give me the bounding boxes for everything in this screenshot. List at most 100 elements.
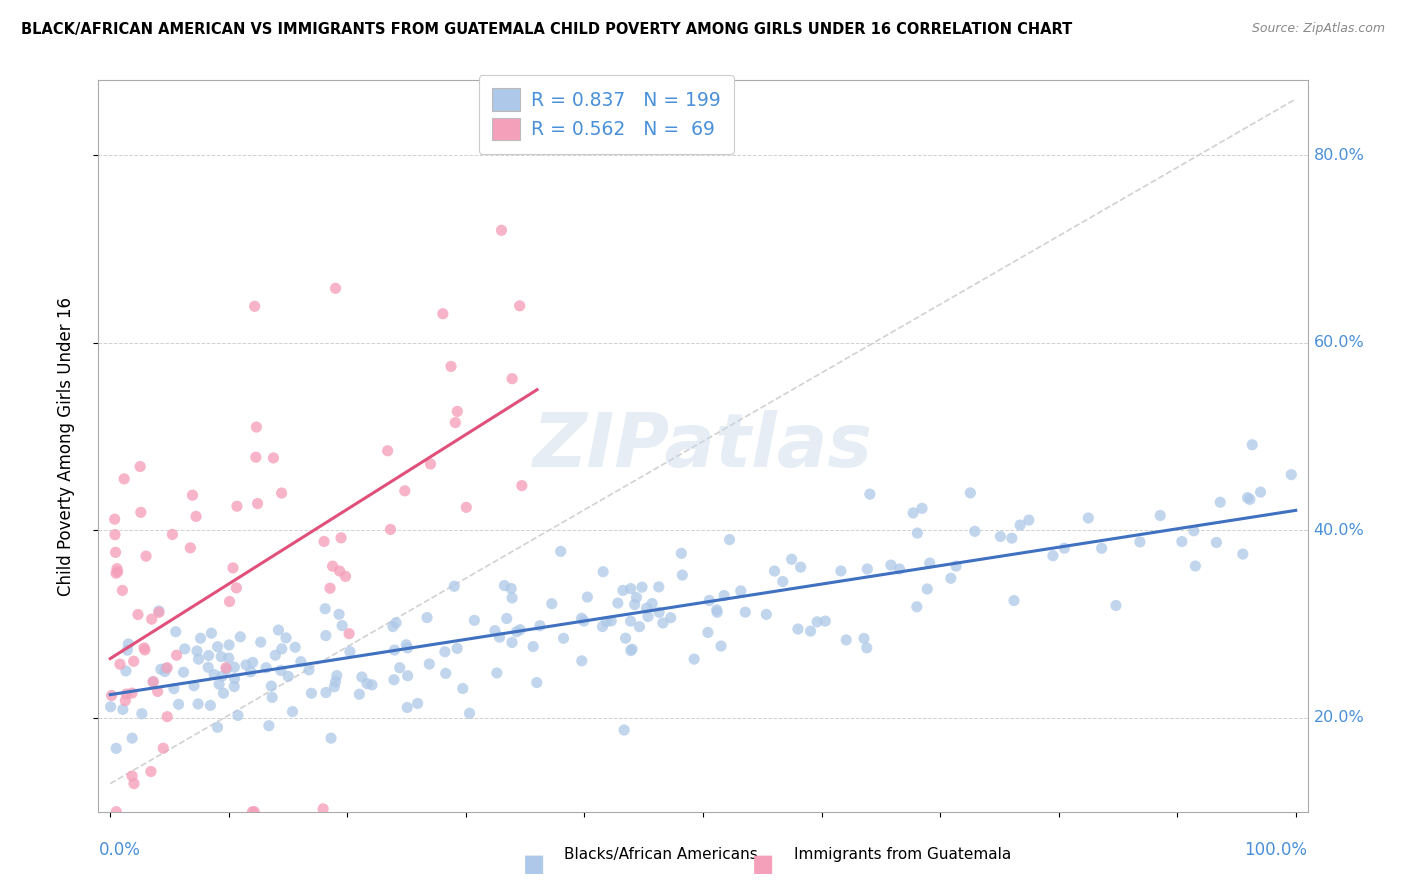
- Point: [127, 607, 149, 622]
- Point: [184, 509, 207, 524]
- Point: [262, 690, 284, 705]
- Point: [312, 823, 335, 838]
- Point: [337, 626, 360, 640]
- Point: [111, 583, 134, 598]
- Point: [299, 686, 322, 700]
- Point: [540, 597, 562, 611]
- Point: [572, 614, 595, 628]
- Point: [505, 624, 527, 639]
- Point: [105, 562, 128, 576]
- Point: [501, 635, 523, 649]
- Point: [181, 488, 204, 502]
- Point: [488, 630, 510, 644]
- Point: [772, 574, 794, 589]
- Point: [814, 614, 837, 628]
- Point: [270, 641, 292, 656]
- Point: [510, 478, 533, 492]
- Point: [945, 559, 967, 574]
- Point: [458, 706, 481, 721]
- Point: [218, 651, 240, 665]
- Point: [167, 698, 190, 712]
- Point: [361, 678, 384, 692]
- Point: [444, 416, 467, 430]
- Point: [166, 648, 188, 663]
- Point: [901, 506, 924, 520]
- Point: [328, 607, 350, 622]
- Point: [290, 655, 312, 669]
- Point: [202, 667, 225, 681]
- Point: [148, 605, 170, 619]
- Point: [787, 622, 810, 636]
- Point: [315, 629, 337, 643]
- Point: [485, 665, 508, 680]
- Point: [226, 708, 249, 723]
- Point: [1129, 535, 1152, 549]
- Point: [222, 561, 245, 575]
- Point: [121, 686, 143, 700]
- Point: [239, 665, 262, 679]
- Point: [501, 372, 523, 386]
- Point: [270, 664, 292, 678]
- Point: [257, 719, 280, 733]
- Point: [319, 581, 342, 595]
- Point: [463, 613, 485, 627]
- Point: [1241, 438, 1264, 452]
- Point: [117, 637, 139, 651]
- Point: [659, 611, 682, 625]
- Point: [224, 680, 246, 694]
- Point: [905, 526, 928, 541]
- Point: [152, 741, 174, 756]
- Point: [1010, 518, 1032, 533]
- Point: [396, 640, 419, 655]
- Point: [187, 652, 209, 666]
- Point: [159, 833, 181, 847]
- Point: [339, 645, 361, 659]
- Point: [209, 649, 232, 664]
- Point: [218, 638, 240, 652]
- Point: [623, 598, 645, 612]
- Y-axis label: Child Poverty Among Girls Under 16: Child Poverty Among Girls Under 16: [56, 296, 75, 596]
- Point: [443, 579, 465, 593]
- Point: [121, 731, 143, 746]
- Point: [323, 680, 346, 694]
- Point: [416, 610, 439, 624]
- Point: [595, 615, 617, 629]
- Text: 80.0%: 80.0%: [1313, 148, 1364, 163]
- Point: [377, 443, 399, 458]
- Point: [322, 559, 344, 574]
- Point: [156, 661, 179, 675]
- Point: [628, 620, 651, 634]
- Point: [262, 450, 284, 465]
- Point: [329, 564, 352, 578]
- Point: [591, 619, 613, 633]
- Point: [129, 505, 152, 519]
- Point: [706, 605, 728, 619]
- Point: [264, 648, 287, 663]
- Point: [1184, 559, 1206, 574]
- Point: [1232, 547, 1254, 561]
- Point: [107, 565, 129, 579]
- Point: [246, 497, 269, 511]
- Point: [529, 618, 551, 632]
- Point: [451, 681, 474, 696]
- Point: [620, 582, 643, 596]
- Point: [245, 420, 267, 434]
- Point: [696, 625, 718, 640]
- Point: [254, 661, 277, 675]
- Point: [111, 702, 134, 716]
- Point: [267, 623, 290, 637]
- Point: [1182, 524, 1205, 538]
- Point: [789, 560, 811, 574]
- Point: [606, 596, 628, 610]
- Point: [388, 661, 411, 675]
- Text: Source: ZipAtlas.com: Source: ZipAtlas.com: [1251, 22, 1385, 36]
- Point: [905, 599, 928, 614]
- Point: [671, 546, 693, 560]
- Point: [274, 631, 297, 645]
- Point: [683, 652, 706, 666]
- Point: [1018, 513, 1040, 527]
- Point: [381, 619, 404, 633]
- Point: [434, 666, 457, 681]
- Point: [224, 660, 246, 674]
- Point: [129, 459, 152, 474]
